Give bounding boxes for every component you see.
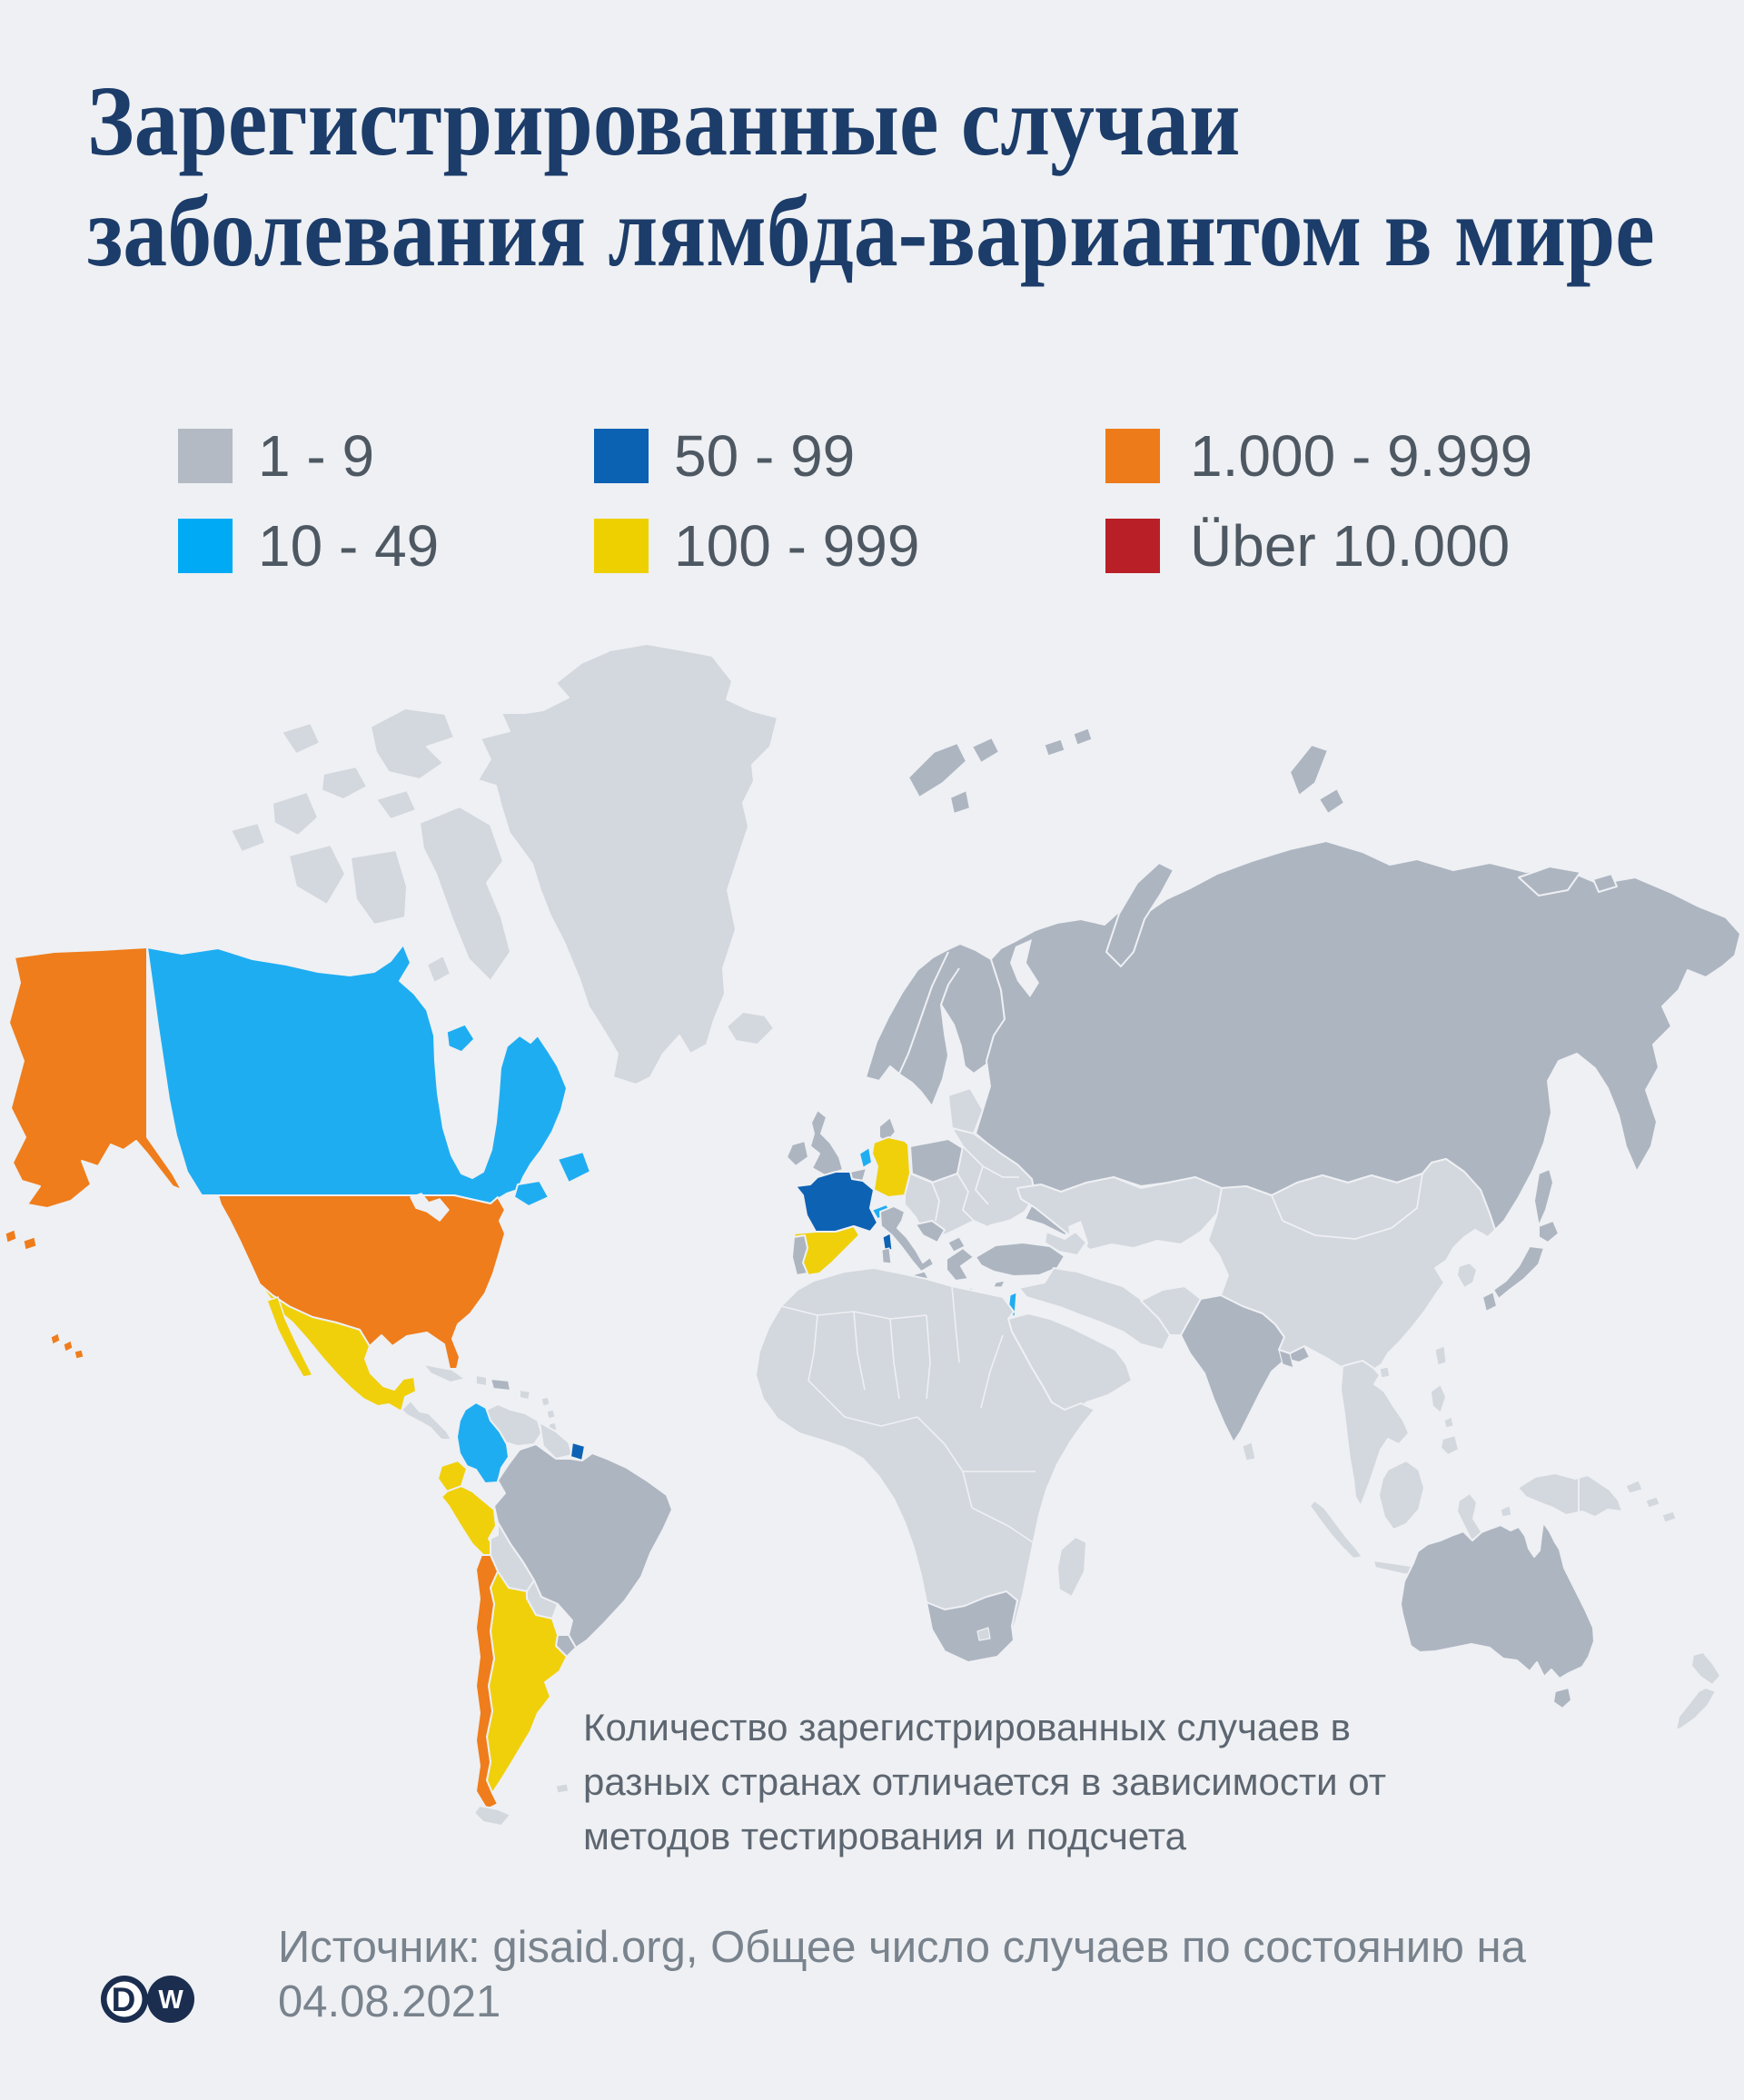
svg-text:W: W [158, 1986, 183, 2015]
svg-text:D: D [112, 1981, 136, 2018]
